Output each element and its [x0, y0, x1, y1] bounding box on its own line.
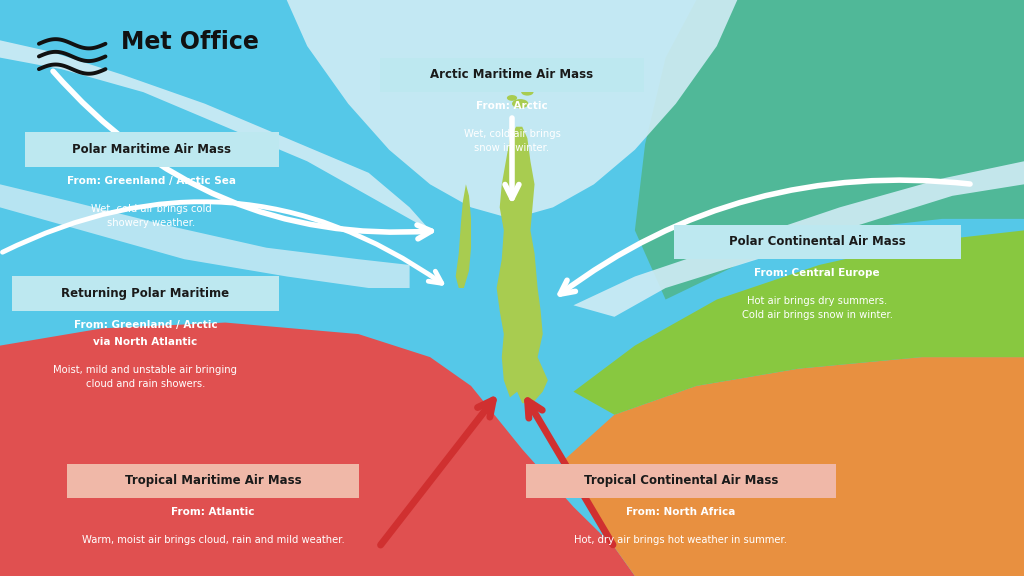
Text: Polar Continental Air Mass: Polar Continental Air Mass [729, 236, 905, 248]
Text: From: Central Europe: From: Central Europe [755, 268, 880, 278]
Text: From: Atlantic: From: Atlantic [171, 507, 255, 517]
Polygon shape [635, 0, 1024, 300]
FancyBboxPatch shape [526, 464, 836, 498]
Text: From: Greenland / Arctic Sea: From: Greenland / Arctic Sea [67, 176, 237, 186]
Polygon shape [573, 230, 1024, 415]
Text: Hot, dry air brings hot weather in summer.: Hot, dry air brings hot weather in summe… [574, 535, 787, 545]
Text: Wet, cold air brings
snow in winter.: Wet, cold air brings snow in winter. [464, 129, 560, 153]
Text: Warm, moist air brings cloud, rain and mild weather.: Warm, moist air brings cloud, rain and m… [82, 535, 344, 545]
FancyBboxPatch shape [380, 58, 644, 92]
Polygon shape [287, 0, 737, 219]
Text: From: North Africa: From: North Africa [627, 507, 735, 517]
Text: Met Office: Met Office [121, 30, 259, 54]
FancyBboxPatch shape [25, 132, 279, 167]
FancyBboxPatch shape [67, 464, 359, 498]
Text: Polar Maritime Air Mass: Polar Maritime Air Mass [72, 143, 231, 156]
Text: From: Arctic: From: Arctic [476, 101, 548, 111]
Text: Tropical Maritime Air Mass: Tropical Maritime Air Mass [125, 475, 301, 487]
Circle shape [521, 89, 534, 96]
Text: Hot air brings dry summers.
Cold air brings snow in winter.: Hot air brings dry summers. Cold air bri… [741, 296, 893, 320]
Polygon shape [573, 161, 1024, 317]
Text: via North Atlantic: via North Atlantic [93, 337, 198, 347]
Polygon shape [456, 184, 471, 288]
Circle shape [512, 99, 528, 108]
Polygon shape [563, 357, 1024, 576]
Text: Arctic Maritime Air Mass: Arctic Maritime Air Mass [430, 69, 594, 81]
Polygon shape [0, 40, 430, 230]
Polygon shape [0, 323, 635, 576]
FancyBboxPatch shape [674, 225, 961, 259]
Polygon shape [0, 184, 410, 288]
Text: Moist, mild and unstable air bringing
cloud and rain showers.: Moist, mild and unstable air bringing cl… [53, 365, 238, 389]
Text: Wet, cold air brings cold
showery weather.: Wet, cold air brings cold showery weathe… [91, 204, 212, 228]
FancyBboxPatch shape [12, 276, 279, 311]
Text: From: Greenland / Arctic: From: Greenland / Arctic [74, 320, 217, 330]
Circle shape [507, 95, 517, 101]
Polygon shape [497, 127, 548, 403]
Text: Returning Polar Maritime: Returning Polar Maritime [61, 287, 229, 300]
Text: Tropical Continental Air Mass: Tropical Continental Air Mass [584, 475, 778, 487]
